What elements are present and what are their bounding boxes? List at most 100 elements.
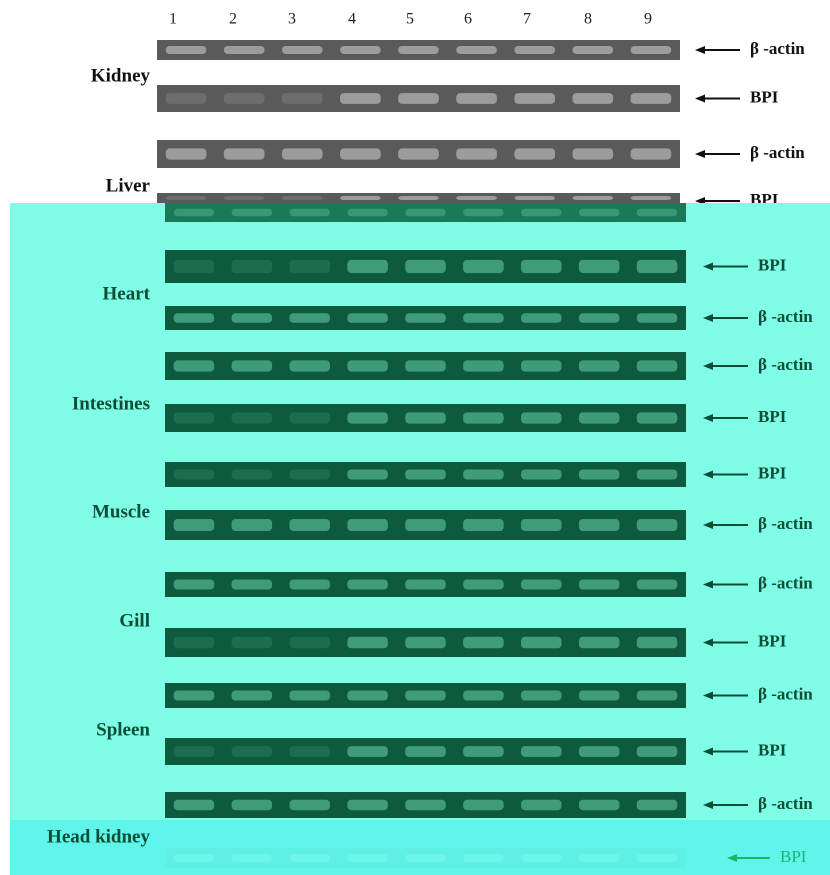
gel-band <box>173 469 215 480</box>
gel-band <box>521 208 562 217</box>
gel-band <box>578 313 620 323</box>
gel-band <box>231 313 273 323</box>
gel-band <box>289 746 330 757</box>
gel-band <box>231 412 273 424</box>
arrow-head <box>703 801 713 809</box>
arrow-head <box>703 362 713 370</box>
band-label: BPI <box>758 407 787 426</box>
gel-band <box>289 360 330 372</box>
gel-band <box>347 519 388 531</box>
gel-band <box>231 746 273 757</box>
gel-band <box>173 412 215 424</box>
gel-band <box>347 799 388 811</box>
gel-band <box>521 854 562 862</box>
gel-band <box>463 579 504 590</box>
tissue-label: Muscle <box>92 501 150 522</box>
gel-band <box>398 93 439 104</box>
gel-band <box>405 412 446 424</box>
gel-band <box>347 208 388 217</box>
gel-band <box>521 690 562 701</box>
gel-band <box>456 148 497 160</box>
gel-band <box>636 313 678 323</box>
gel-band <box>521 579 562 590</box>
gel-band <box>514 93 556 104</box>
gel-band <box>636 360 678 372</box>
gel-band <box>289 854 330 862</box>
gel-band <box>347 412 388 424</box>
gel-band <box>521 313 562 323</box>
gel-band <box>173 360 215 372</box>
gel-band <box>405 519 446 531</box>
arrow-head <box>727 854 737 862</box>
gel-band <box>463 313 504 323</box>
gel-band <box>636 579 678 590</box>
gel-band <box>521 360 562 372</box>
gel-band <box>289 469 330 480</box>
gel-band <box>578 208 620 217</box>
gel-band <box>289 259 330 274</box>
gel-band <box>165 196 207 200</box>
band-label: BPI <box>758 631 787 650</box>
gel-band <box>165 46 207 54</box>
gel-band <box>636 412 678 424</box>
gel-band <box>630 46 672 54</box>
gel-band <box>347 636 388 649</box>
gel-band <box>231 799 273 811</box>
gel-band <box>521 519 562 531</box>
gel-band <box>405 746 446 757</box>
gel-band <box>289 636 330 649</box>
gel-band <box>463 799 504 811</box>
gel-band <box>463 519 504 531</box>
gel-band <box>165 93 207 104</box>
band-label: BPI <box>780 847 807 866</box>
tissue-label: Heart <box>103 283 151 304</box>
gel-band <box>281 46 323 54</box>
gel-band <box>463 360 504 372</box>
gel-band <box>347 259 388 274</box>
lane-number: 5 <box>406 11 414 28</box>
gel-band <box>173 690 215 701</box>
gel-band <box>405 636 446 649</box>
gel-band <box>456 46 497 54</box>
gel-band <box>578 412 620 424</box>
gel-band <box>405 360 446 372</box>
gel-band <box>173 746 215 757</box>
tissue-label: Head kidney <box>47 826 150 847</box>
gel-band <box>231 690 273 701</box>
gel-band <box>636 208 678 217</box>
lane-number: 7 <box>523 11 531 28</box>
gel-band <box>636 690 678 701</box>
gel-band <box>281 196 323 200</box>
arrow-head <box>703 470 713 479</box>
arrow-head <box>703 521 713 529</box>
gel-band <box>398 148 439 160</box>
gel-band <box>636 519 678 531</box>
arrow-head <box>695 150 705 158</box>
tissue-label: Spleen <box>96 719 150 740</box>
gel-band <box>231 519 273 531</box>
gel-band <box>231 854 273 862</box>
tissue-label: Liver <box>106 175 151 196</box>
arrow-head <box>703 580 713 589</box>
gel-band <box>405 854 446 862</box>
gel-band <box>405 579 446 590</box>
gel-band <box>231 579 273 590</box>
gel-band <box>463 854 504 862</box>
band-label: β -actin <box>758 307 813 326</box>
gel-band <box>463 412 504 424</box>
lane-number: 1 <box>169 11 177 28</box>
gel-band <box>630 93 672 104</box>
gel-band <box>347 313 388 323</box>
gel-band <box>578 469 620 480</box>
gel-band <box>223 46 265 54</box>
gel-band <box>165 148 207 160</box>
gel-band <box>578 579 620 590</box>
gel-band <box>521 746 562 757</box>
lane-number: 6 <box>464 11 472 28</box>
gel-band <box>514 196 556 200</box>
gel-band <box>514 46 556 54</box>
gel-band <box>514 148 556 160</box>
band-label: β -actin <box>758 684 813 703</box>
gel-band <box>463 469 504 480</box>
gel-band <box>281 148 323 160</box>
